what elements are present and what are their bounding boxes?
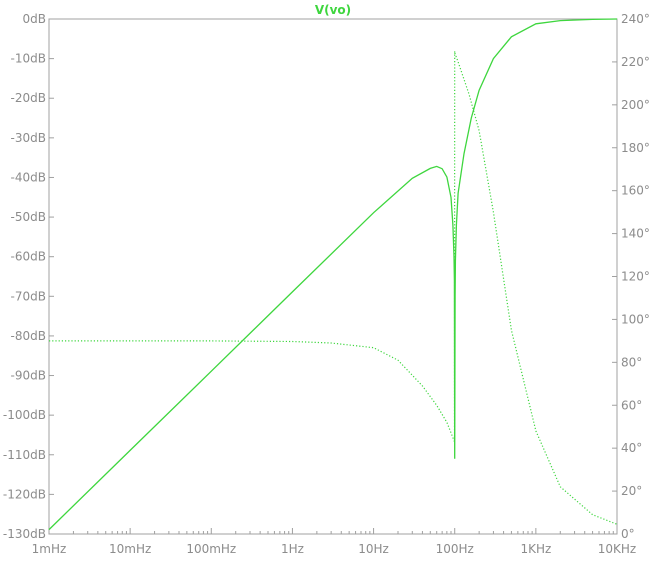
left-tick-label: 0dB	[23, 12, 46, 26]
right-tick-label: 80°	[621, 355, 642, 369]
x-tick-label: 1KHz	[520, 542, 551, 556]
left-tick-label: -110dB	[3, 448, 46, 462]
left-tick-label: -60dB	[11, 250, 46, 264]
left-tick-label: -120dB	[3, 487, 46, 501]
left-tick-label: -30dB	[11, 131, 46, 145]
left-tick-label: -20dB	[11, 91, 46, 105]
left-tick-label: -80dB	[11, 329, 46, 343]
right-tick-label: 140°	[621, 227, 650, 241]
right-tick-label: 120°	[621, 270, 650, 284]
chart-title[interactable]: V(vo)	[315, 3, 351, 17]
phase-trace	[49, 51, 618, 525]
left-tick-label: -100dB	[3, 408, 46, 422]
left-tick-label: -130dB	[3, 527, 46, 541]
right-tick-label: 60°	[621, 398, 642, 412]
right-tick-label: 240°	[621, 12, 650, 26]
x-tick-label: 10mHz	[109, 542, 151, 556]
left-tick-label: -50dB	[11, 210, 46, 224]
magnitude-trace	[48, 18, 618, 531]
x-tick-label: 10Hz	[358, 542, 389, 556]
right-tick-label: 180°	[621, 141, 650, 155]
right-tick-label: 220°	[621, 55, 650, 69]
left-axis-ticks: 0dB -10dB -20dB -30dB -40dB -50dB -60dB -70dB -8…	[3, 12, 54, 541]
trace-layer	[48, 18, 618, 531]
left-tick-label: -10dB	[11, 52, 46, 66]
right-axis-ticks: 240° 220° 200° 180° 160° 140° 120° 100° 80° 60° 40…	[612, 12, 650, 541]
left-tick-label: -40dB	[11, 170, 46, 184]
left-tick-label: -70dB	[11, 289, 46, 303]
right-tick-label: 20°	[621, 484, 642, 498]
right-tick-label: 200°	[621, 98, 650, 112]
x-axis-ticks: 1mHz 10mHz 100mHz 1Hz 10Hz 100Hz 1KHz 10KHz	[32, 528, 636, 556]
left-tick-label: -90dB	[11, 369, 46, 383]
right-tick-label: 40°	[621, 441, 642, 455]
x-tick-label: 1Hz	[281, 542, 304, 556]
axes-frame	[48, 18, 618, 535]
right-tick-label: 100°	[621, 312, 650, 326]
x-tick-label: 10KHz	[598, 542, 636, 556]
x-tick-label: 1mHz	[32, 542, 67, 556]
right-tick-label: 160°	[621, 184, 650, 198]
right-tick-label: 0°	[621, 527, 635, 541]
x-tick-label: 100Hz	[436, 542, 474, 556]
plot-frame	[48, 18, 618, 535]
x-tick-label: 100mHz	[186, 542, 236, 556]
